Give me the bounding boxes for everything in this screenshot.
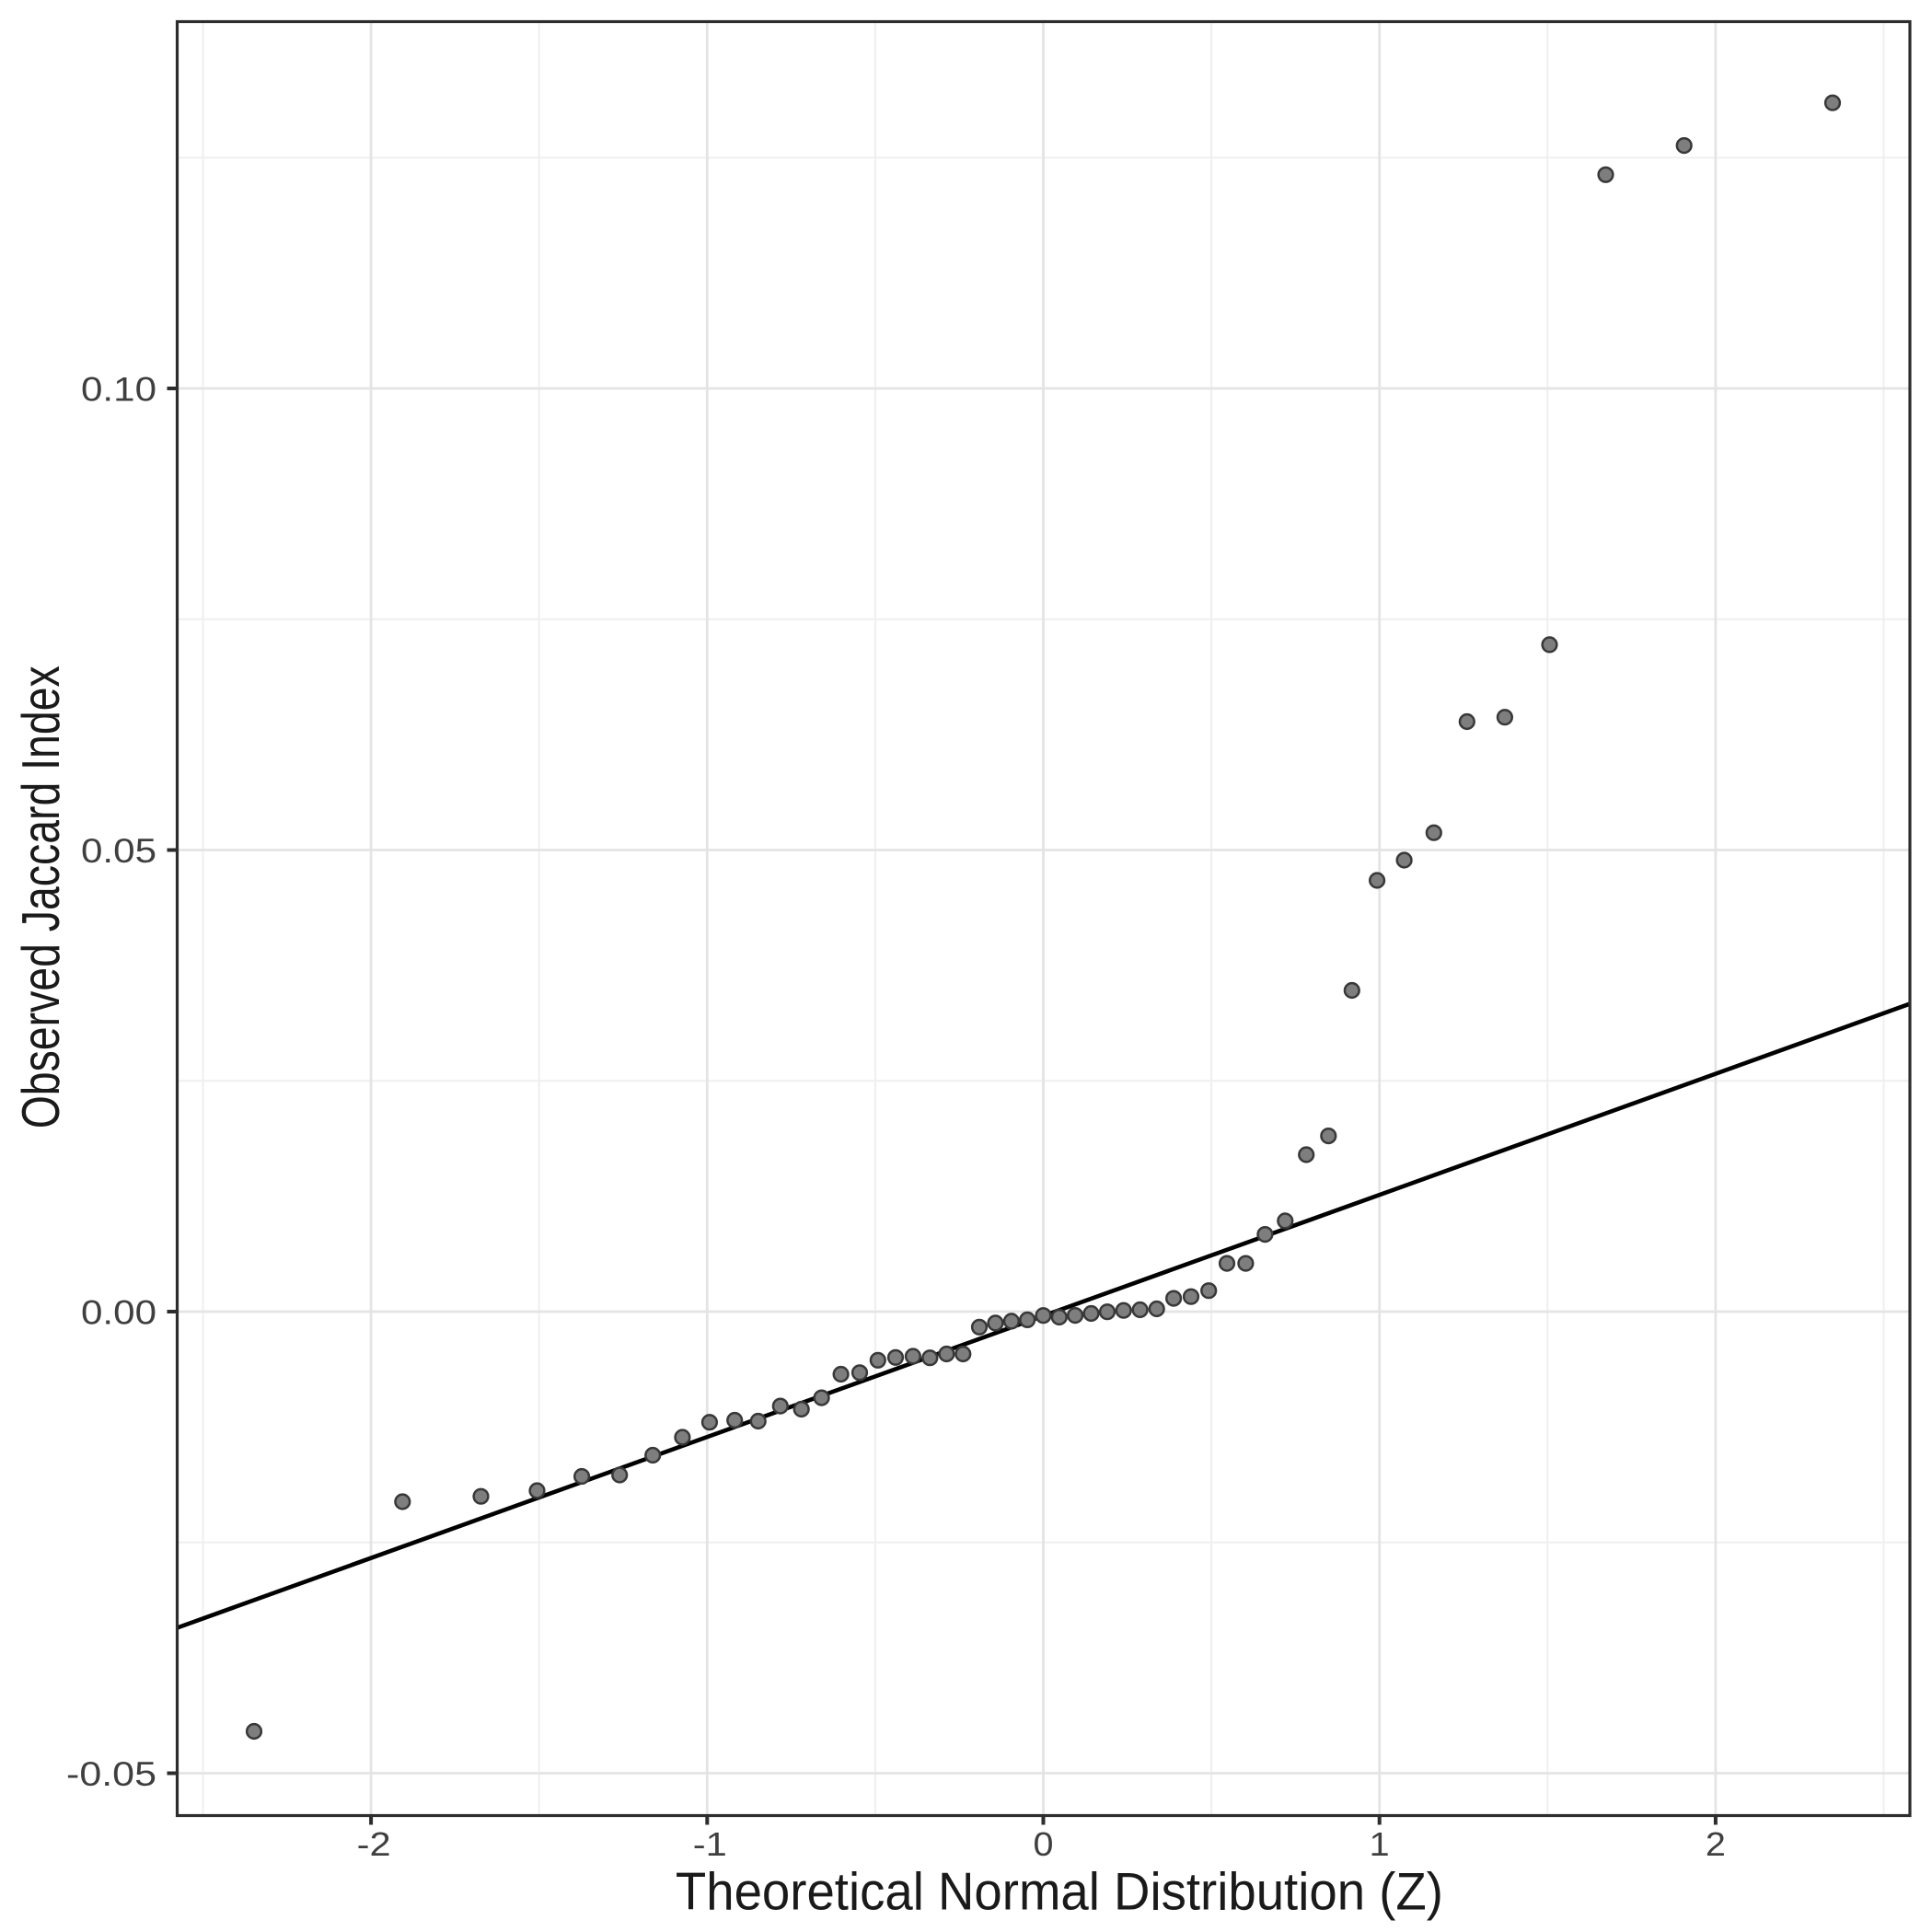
svg-text:Theoretical Normal Distributio: Theoretical Normal Distribution (Z) — [676, 1863, 1443, 1922]
svg-text:-0.05: -0.05 — [66, 1755, 156, 1793]
svg-text:0.05: 0.05 — [81, 832, 156, 870]
svg-text:1: 1 — [1370, 1825, 1390, 1863]
svg-text:2: 2 — [1706, 1825, 1726, 1863]
svg-text:-2: -2 — [357, 1825, 391, 1863]
svg-text:Observed Jaccard Index: Observed Jaccard Index — [12, 665, 71, 1128]
svg-text:0: 0 — [1034, 1825, 1054, 1863]
svg-text:0.10: 0.10 — [81, 371, 156, 409]
svg-text:-1: -1 — [693, 1825, 727, 1863]
svg-text:0.00: 0.00 — [81, 1294, 156, 1332]
